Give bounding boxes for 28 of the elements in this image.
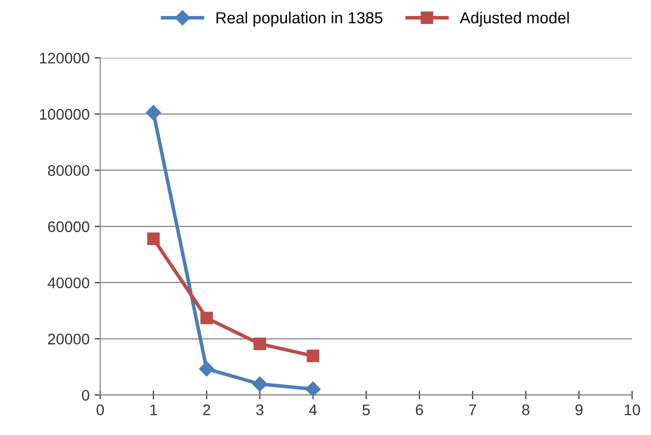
point — [254, 338, 266, 350]
x-tick-label: 0 — [96, 404, 104, 416]
y-tick-label: 60000 — [48, 221, 90, 232]
point — [199, 361, 214, 376]
x-tick-label: 9 — [575, 404, 582, 416]
x-tick-label: 2 — [203, 404, 210, 416]
point — [305, 382, 321, 397]
y-tick-label: 120000 — [40, 52, 90, 64]
x-tick-label: 7 — [469, 404, 476, 416]
y-tick-label: 40000 — [48, 277, 90, 288]
x-tick-label: 1 — [150, 404, 157, 416]
x-tick-label: 8 — [522, 404, 530, 416]
x-tick-label: 4 — [309, 404, 317, 416]
legend-label: Adjusted model — [460, 12, 569, 27]
legend-label: Real population in 1385 — [216, 12, 382, 27]
point — [147, 232, 160, 246]
x-tick-label: 6 — [416, 404, 423, 416]
y-tick-label: 80000 — [48, 165, 90, 176]
y-tick-label: 0 — [82, 390, 90, 401]
point — [306, 350, 320, 362]
x-tick-label: 3 — [256, 404, 264, 416]
point — [146, 105, 162, 120]
y-tick-label: 100000 — [40, 108, 90, 120]
x-tick-label: 5 — [362, 404, 370, 416]
point — [252, 376, 268, 392]
point — [200, 312, 213, 324]
y-tick-label: 20000 — [48, 334, 90, 344]
x-tick-label: 10 — [624, 404, 640, 416]
